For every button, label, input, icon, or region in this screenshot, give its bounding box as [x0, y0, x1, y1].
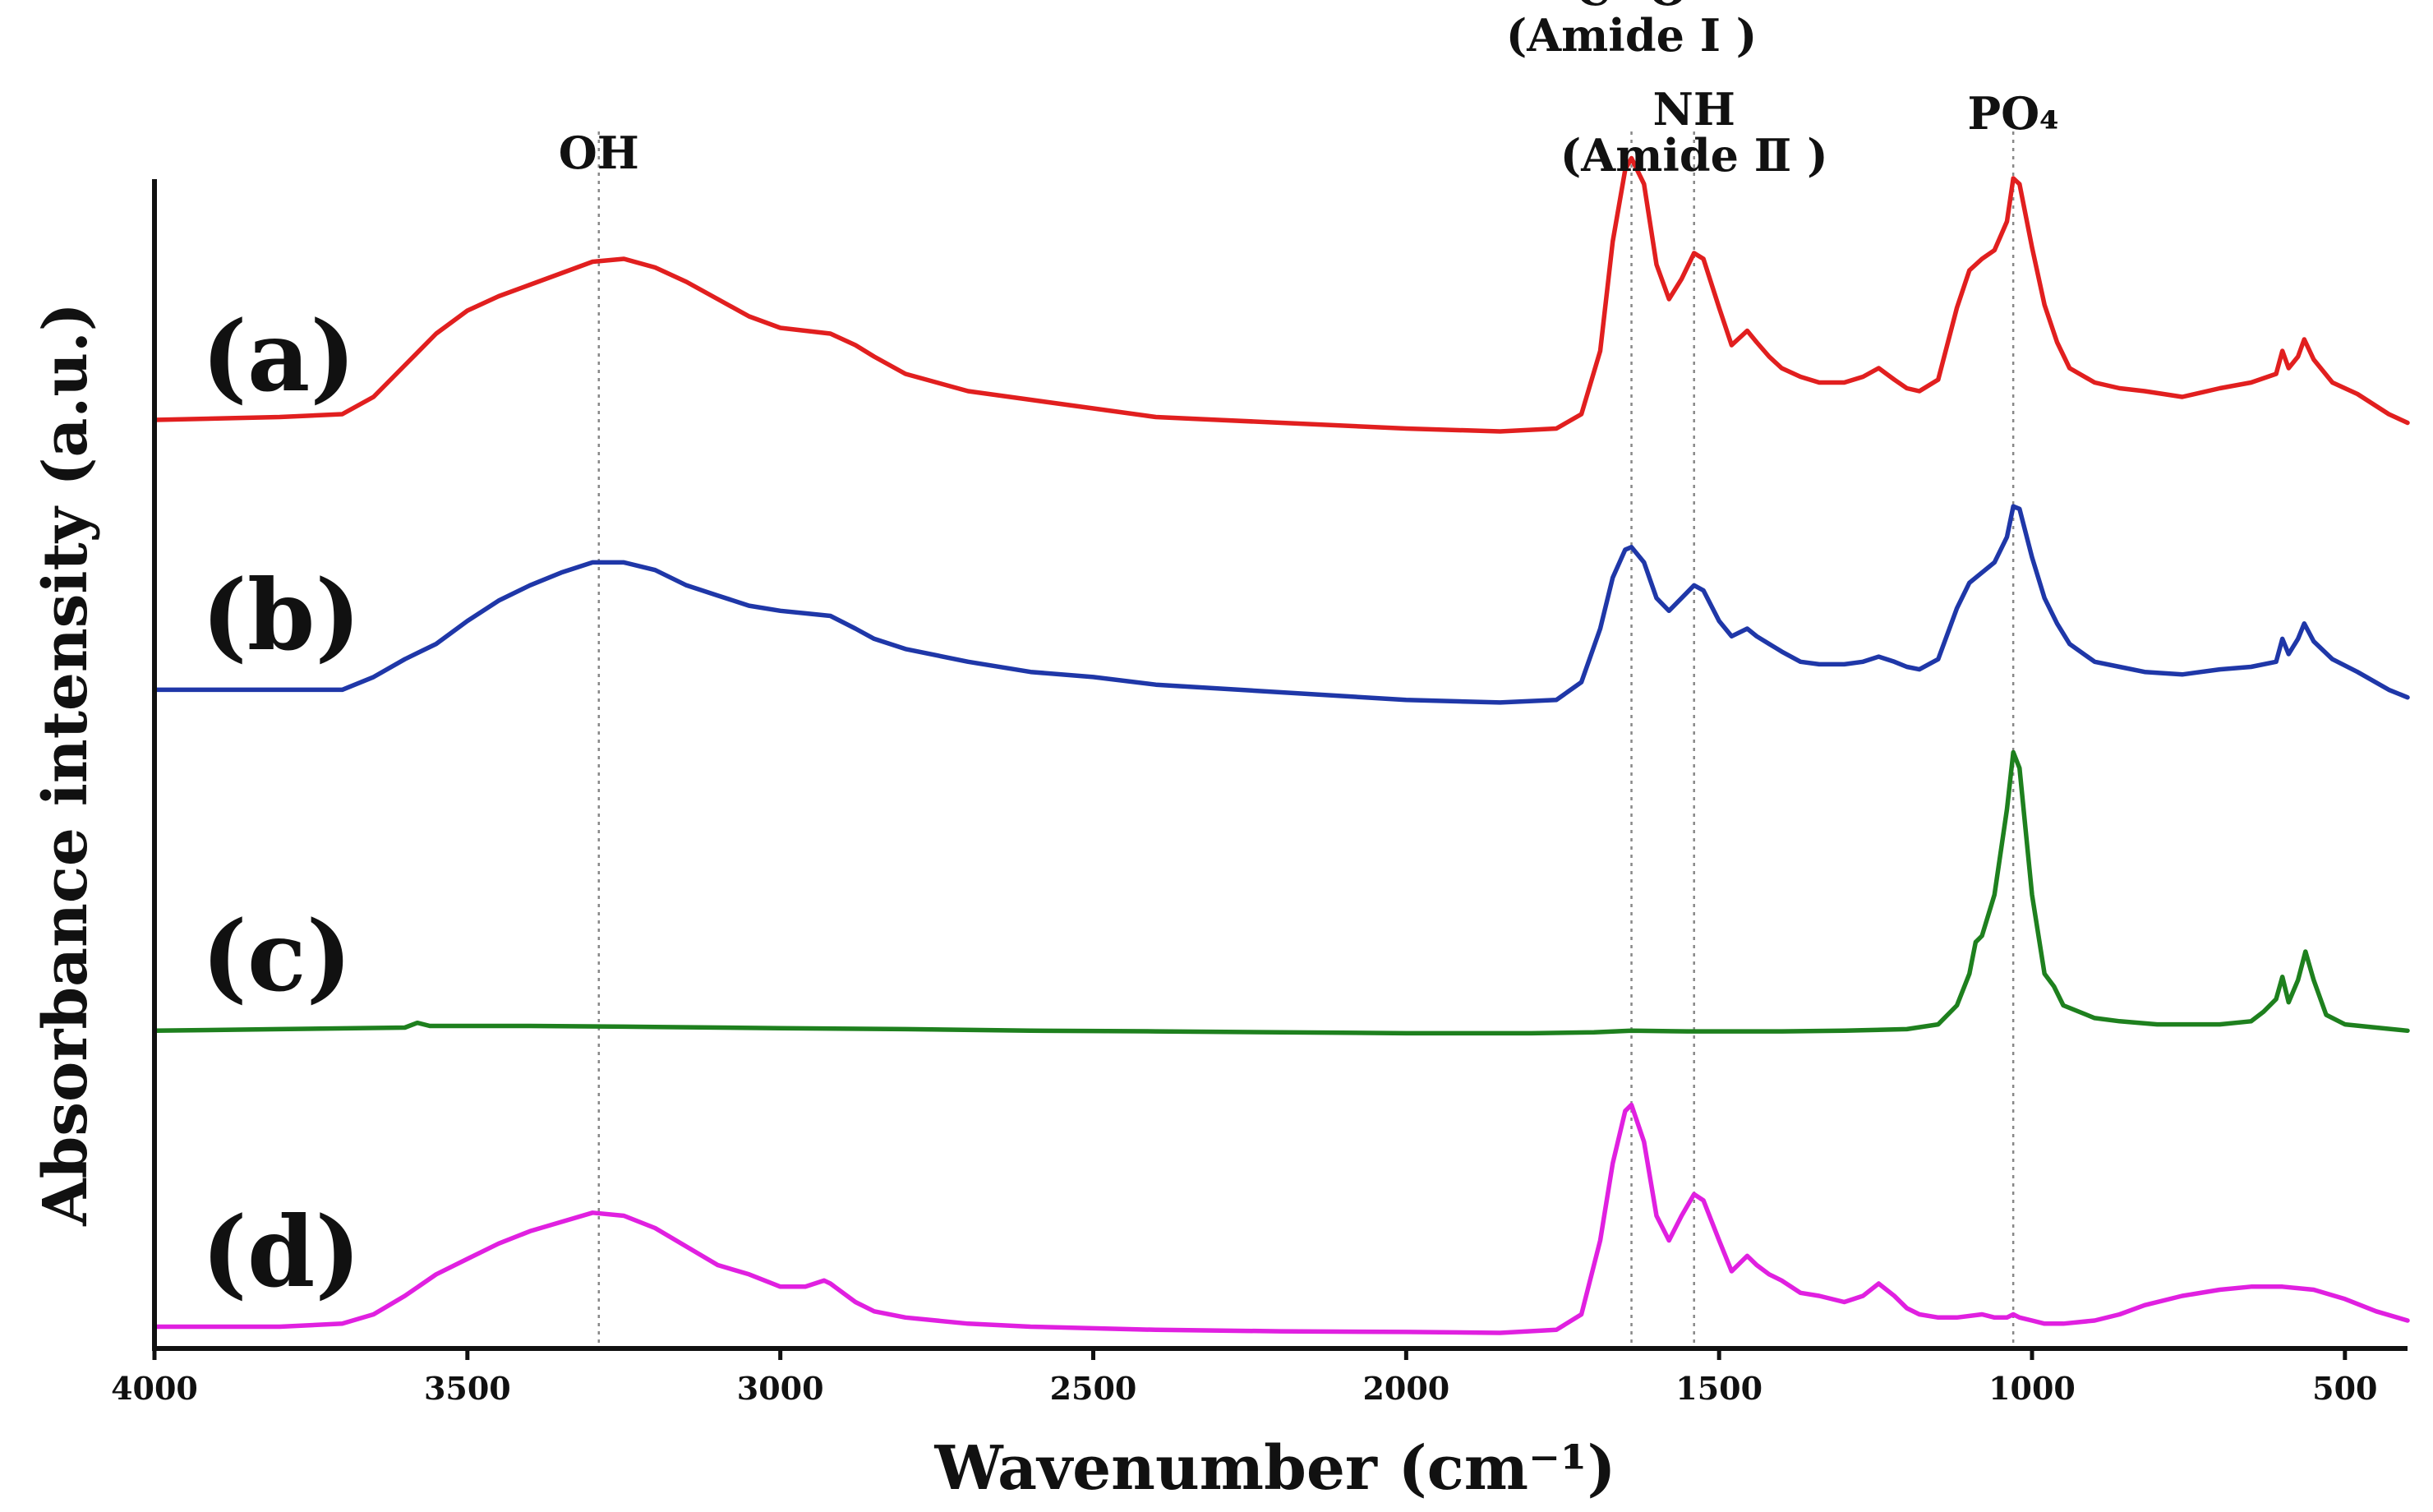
x-tick-label-2000: 2000	[1362, 1370, 1449, 1407]
series-label-a: (a)	[201, 299, 356, 413]
y-axis-title: Absorbance intensity (a.u.)	[30, 302, 101, 1227]
x-tick-label-2500: 2500	[1050, 1370, 1137, 1407]
series-label-b: (b)	[201, 558, 361, 672]
x-axis-title: Wavenumber (cm⁻¹)	[933, 1433, 1615, 1504]
peak-label-co-line-2: (Amide Ⅰ )	[1506, 9, 1758, 62]
series-label-d: (d)	[201, 1195, 361, 1309]
peak-label-co-line-1: C=O	[1576, 0, 1687, 16]
x-tick-label-3000: 3000	[737, 1370, 824, 1407]
series-line-a	[152, 155, 2410, 434]
x-tick-label-1500: 1500	[1675, 1370, 1763, 1407]
x-tick-label-500: 500	[2312, 1370, 2377, 1407]
peak-label-oh: OH	[559, 127, 639, 179]
peak-label-po4: PO₄	[1968, 87, 2059, 140]
peak-labels: OH C=O(Amide Ⅰ ) NH(Amide Ⅱ ) PO₄	[559, 0, 2059, 182]
peak-guide-lines	[597, 131, 2015, 1348]
peak-label-nh-line-1: NH	[1653, 83, 1735, 136]
x-tick-label-1000: 1000	[1988, 1370, 2076, 1407]
spectra-traces	[152, 155, 2410, 1335]
x-tick-label-3500: 3500	[424, 1370, 511, 1407]
peak-label-nh-line-2: (Amide Ⅱ )	[1560, 129, 1828, 182]
x-axis-ticks: 4000 3500 3000 2500 2000 1500 1000 500	[111, 1348, 2377, 1407]
series-labels: (a) (b) (c) (d)	[201, 299, 361, 1309]
series-line-b	[152, 504, 2410, 705]
series-line-d	[152, 1102, 2410, 1335]
series-line-c	[152, 749, 2410, 1036]
series-label-c: (c)	[201, 899, 353, 1013]
x-tick-label-4000: 4000	[111, 1370, 198, 1407]
